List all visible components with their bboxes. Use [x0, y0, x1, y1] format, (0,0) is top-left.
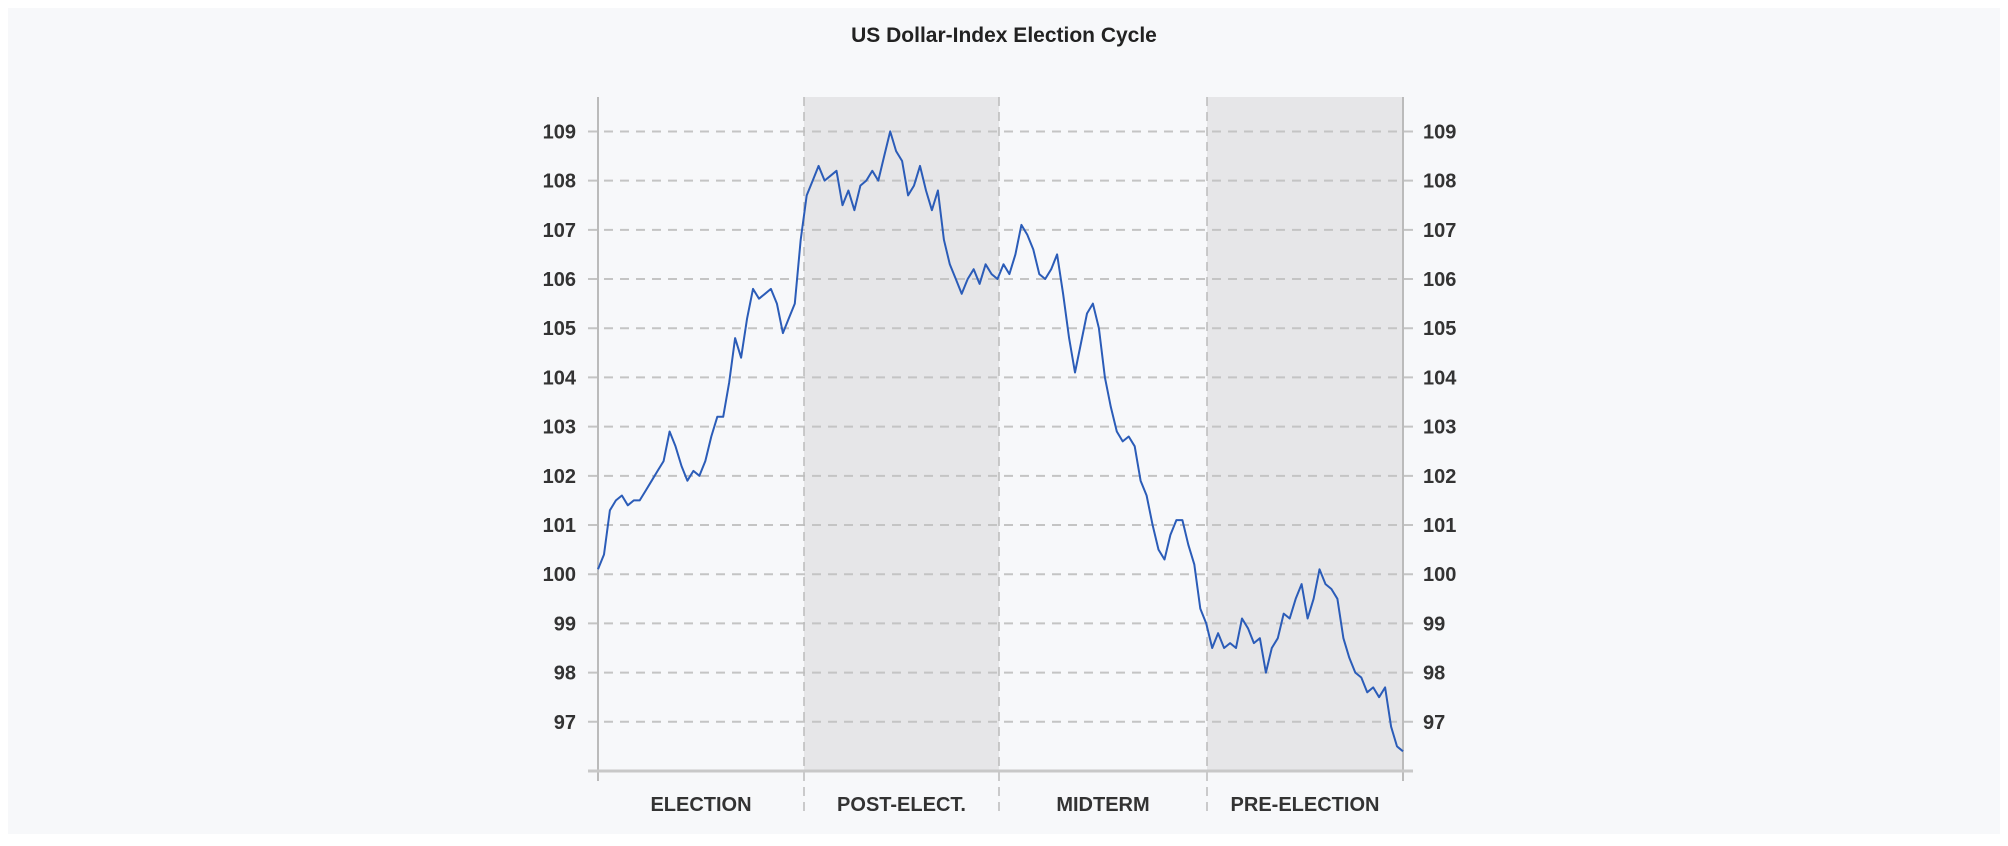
x-category-label: ELECTION — [650, 794, 751, 816]
y-tick-label-left: 107 — [543, 220, 576, 242]
y-tick-label-left: 97 — [554, 712, 576, 734]
y-tick-label-right: 101 — [1423, 515, 1456, 537]
y-tick-label-right: 99 — [1423, 613, 1445, 635]
y-tick-label-right: 108 — [1423, 171, 1456, 193]
y-tick-label-right: 103 — [1423, 417, 1456, 439]
y-tick-label-left: 98 — [554, 663, 576, 685]
y-tick-label-right: 105 — [1423, 318, 1456, 340]
chart-panel — [8, 8, 2000, 834]
y-tick-label-right: 106 — [1423, 269, 1456, 291]
y-tick-label-right: 100 — [1423, 564, 1456, 586]
y-tick-label-left: 102 — [543, 466, 576, 488]
y-tick-label-right: 109 — [1423, 121, 1456, 143]
y-tick-label-left: 109 — [543, 121, 576, 143]
x-category-label: MIDTERM — [1056, 794, 1149, 816]
y-tick-label-left: 108 — [543, 171, 576, 193]
x-category-label: POST-ELECT. — [837, 794, 966, 816]
y-tick-label-right: 98 — [1423, 663, 1445, 685]
y-tick-label-right: 102 — [1423, 466, 1456, 488]
y-tick-label-left: 100 — [543, 564, 576, 586]
shaded-region-post-elect- — [804, 97, 999, 771]
y-tick-label-right: 104 — [1423, 367, 1457, 389]
x-category-label: PRE-ELECTION — [1231, 794, 1380, 816]
y-tick-label-left: 104 — [543, 367, 577, 389]
chart-title: US Dollar-Index Election Cycle — [851, 24, 1157, 47]
shaded-region-pre-election — [1207, 97, 1403, 771]
y-tick-label-left: 101 — [543, 515, 576, 537]
y-tick-label-left: 106 — [543, 269, 576, 291]
y-tick-label-right: 97 — [1423, 712, 1445, 734]
y-tick-label-right: 107 — [1423, 220, 1456, 242]
y-tick-label-left: 103 — [543, 417, 576, 439]
y-tick-label-left: 105 — [543, 318, 576, 340]
series-line — [597, 130, 1404, 753]
y-tick-label-left: 99 — [554, 613, 576, 635]
